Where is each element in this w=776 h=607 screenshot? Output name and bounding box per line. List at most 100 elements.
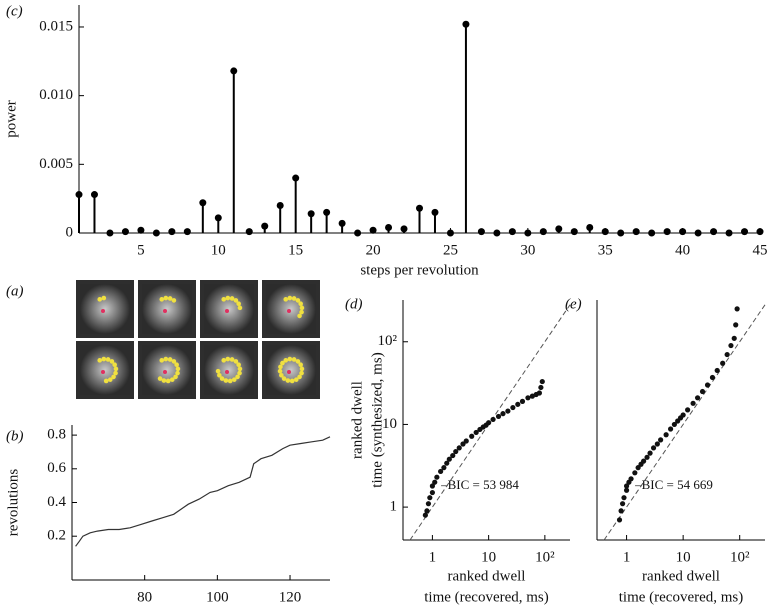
point xyxy=(733,322,739,328)
track-dot xyxy=(237,366,243,372)
stem-head xyxy=(663,228,671,236)
stem-head xyxy=(601,228,609,236)
x-axis-label: steps per revolution xyxy=(360,262,479,278)
panel-label: (d) xyxy=(345,296,363,312)
y-tick-label: 0.010 xyxy=(39,87,73,103)
point xyxy=(525,395,531,401)
stem-head xyxy=(245,228,253,236)
point xyxy=(538,384,544,391)
track-dot xyxy=(159,297,165,302)
track-dot xyxy=(113,366,119,372)
point xyxy=(495,413,502,420)
point xyxy=(641,458,647,464)
point xyxy=(621,495,627,501)
point xyxy=(444,460,450,466)
thumbnail-spot xyxy=(142,284,192,334)
annotation: –BIC = 53 984 xyxy=(440,477,519,492)
point xyxy=(623,487,630,493)
track-dot xyxy=(215,368,221,374)
stem-head xyxy=(431,208,439,216)
track-dot xyxy=(111,374,116,380)
track-dot xyxy=(297,374,302,380)
track-dot xyxy=(237,370,242,376)
point xyxy=(422,512,428,518)
point xyxy=(425,501,432,507)
track-dot xyxy=(233,359,239,364)
stem-head xyxy=(369,226,377,234)
chart-panel: (e) 1 10 10² ranked dwell time (recovered, ms… xyxy=(565,296,766,605)
point xyxy=(424,508,430,514)
x-tick-label: 10 xyxy=(481,549,496,565)
track-dot xyxy=(171,359,177,364)
stem-head xyxy=(152,229,160,237)
point xyxy=(519,398,526,404)
stem-head xyxy=(75,191,83,199)
x-tick-label: 20 xyxy=(366,242,381,258)
track-dot xyxy=(227,378,233,384)
point xyxy=(644,454,650,460)
track-dot xyxy=(289,378,295,384)
track-dot xyxy=(105,357,111,362)
center-dot xyxy=(287,370,291,374)
stem-head xyxy=(725,229,733,237)
point xyxy=(539,378,545,385)
track-dot xyxy=(299,309,304,315)
panel-label: (a) xyxy=(6,283,24,299)
stem-head xyxy=(307,210,315,218)
y-axis-label: revolutions xyxy=(5,469,21,537)
x-tick-label: 80 xyxy=(137,589,152,605)
stem-head xyxy=(508,228,516,236)
point xyxy=(463,438,469,444)
track-dot xyxy=(297,313,302,319)
stem-head xyxy=(679,228,687,236)
track-dot xyxy=(113,370,118,376)
track-dot xyxy=(221,297,227,302)
track-dot xyxy=(101,356,107,362)
x-tick-label: 10 xyxy=(676,549,691,565)
x-tick-label: 5 xyxy=(137,242,145,258)
track-dot xyxy=(298,301,303,307)
stem-head xyxy=(354,229,362,237)
y-axis-label: time (synthesized, ms) xyxy=(369,352,385,487)
x-tick-label: 40 xyxy=(675,242,690,258)
track-dot xyxy=(291,296,297,301)
track-dot xyxy=(97,358,103,363)
track-dot xyxy=(107,377,113,382)
point xyxy=(441,465,447,471)
point xyxy=(714,367,720,374)
stem-head xyxy=(400,225,408,233)
stem-head xyxy=(230,67,238,75)
stem-head xyxy=(446,229,454,237)
track-dot xyxy=(225,295,231,301)
track-dot xyxy=(235,374,240,380)
track-dot xyxy=(295,298,301,303)
point xyxy=(515,401,521,407)
track-dot xyxy=(291,357,297,362)
point xyxy=(490,416,496,423)
track-dot xyxy=(157,376,163,381)
track-dot xyxy=(298,362,303,368)
track-dot xyxy=(236,362,241,368)
track-dot xyxy=(167,357,173,362)
track-dot xyxy=(217,372,222,378)
point xyxy=(647,450,653,456)
x-tick-label: 10² xyxy=(535,549,555,565)
stem-head xyxy=(493,229,501,237)
x-tick-label: 15 xyxy=(288,242,303,258)
track-dot xyxy=(161,378,167,383)
reference-line xyxy=(603,304,766,541)
track-dot xyxy=(175,366,181,372)
track-dot xyxy=(277,368,283,374)
track-dot xyxy=(237,305,243,311)
thumbnail-spot xyxy=(142,345,192,395)
chart-panel: (d) 1 10 10² 1 10 10² ranked dwell time (recover… xyxy=(345,296,571,605)
point xyxy=(536,390,543,396)
stem-head xyxy=(168,228,176,236)
point xyxy=(685,407,691,413)
point xyxy=(720,360,726,366)
point xyxy=(724,351,730,358)
point xyxy=(429,483,436,489)
stem-head xyxy=(276,202,284,210)
point xyxy=(658,437,664,443)
